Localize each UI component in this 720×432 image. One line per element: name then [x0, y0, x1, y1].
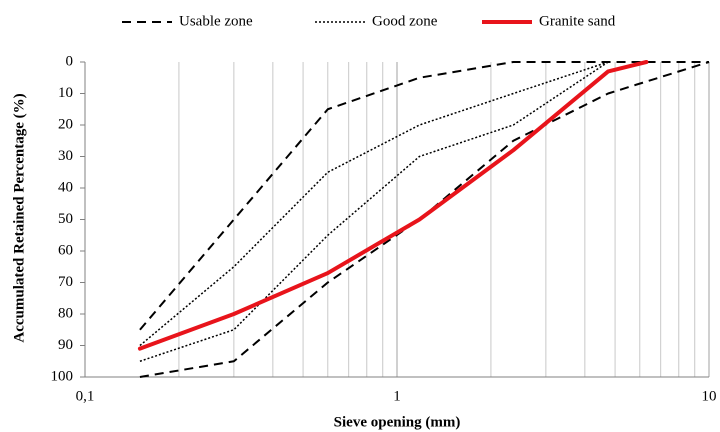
y-tick-label: 100 [51, 368, 74, 384]
y-tick-label: 0 [66, 53, 74, 69]
y-tick-label: 50 [58, 211, 73, 227]
y-tick-label: 10 [58, 85, 73, 101]
y-tick-label: 40 [58, 179, 73, 195]
y-tick-label: 30 [58, 148, 73, 164]
x-axis-label: Sieve opening (mm) [334, 414, 461, 430]
y-tick-label: 80 [58, 305, 73, 321]
y-tick-label: 90 [58, 337, 73, 353]
series-line [139, 61, 609, 362]
x-tick-label: 0,1 [76, 388, 95, 404]
y-axis-label: Accumulated Retained Percentage (%) [11, 93, 27, 342]
legend-label: Granite sand [539, 13, 616, 29]
series-line [139, 61, 709, 331]
y-tick-label: 70 [58, 274, 73, 290]
y-tick-label: 20 [58, 116, 73, 132]
series-line [139, 61, 710, 378]
series-line [139, 61, 609, 347]
x-tick-label: 10 [702, 388, 717, 404]
legend-label: Usable zone [179, 13, 253, 29]
x-tick-label: 1 [393, 388, 401, 404]
legend-label: Good zone [372, 13, 438, 29]
series-line [137, 60, 649, 351]
y-tick-label: 60 [58, 242, 73, 258]
